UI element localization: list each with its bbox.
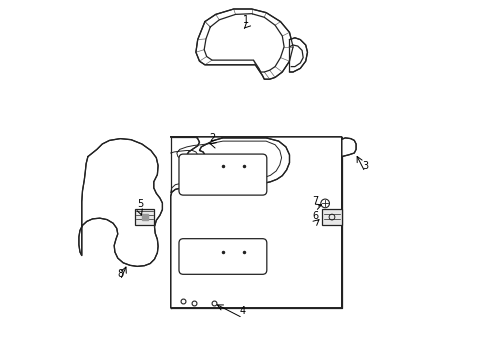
Polygon shape bbox=[79, 139, 162, 266]
Text: 5: 5 bbox=[137, 199, 143, 210]
FancyBboxPatch shape bbox=[179, 154, 266, 195]
Text: 3: 3 bbox=[361, 161, 367, 171]
Polygon shape bbox=[289, 38, 307, 72]
FancyBboxPatch shape bbox=[134, 209, 154, 225]
Polygon shape bbox=[170, 137, 341, 308]
Text: 7: 7 bbox=[312, 195, 318, 206]
Text: 6: 6 bbox=[312, 211, 318, 221]
Text: 4: 4 bbox=[239, 306, 245, 316]
Text: 2: 2 bbox=[208, 133, 215, 143]
Text: 1: 1 bbox=[243, 15, 249, 25]
FancyBboxPatch shape bbox=[179, 239, 266, 274]
Polygon shape bbox=[341, 138, 355, 157]
Polygon shape bbox=[196, 9, 292, 79]
FancyBboxPatch shape bbox=[321, 209, 341, 225]
Text: 8: 8 bbox=[117, 269, 123, 279]
